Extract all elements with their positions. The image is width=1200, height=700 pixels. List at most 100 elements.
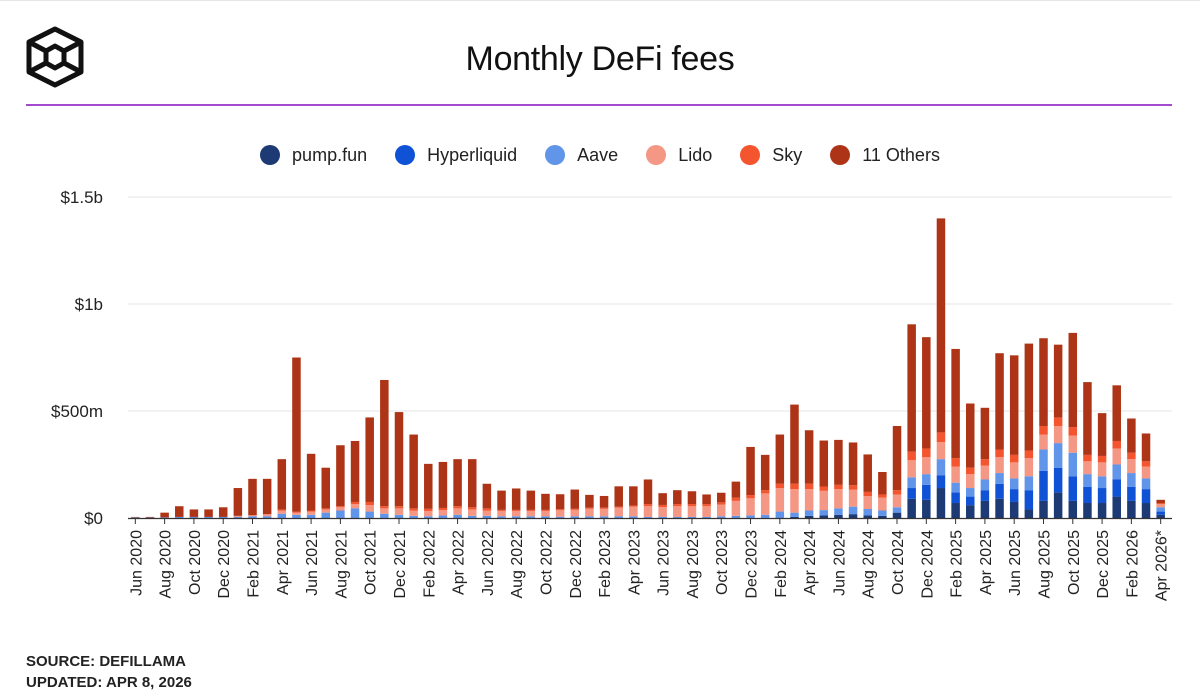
bar-11-others	[292, 357, 301, 512]
bar-11-others	[467, 459, 477, 508]
bar-sky	[1039, 425, 1048, 435]
bar-lido	[1068, 435, 1078, 453]
bar-lido	[306, 511, 316, 515]
bar-sky	[306, 510, 316, 512]
bar-pump-fun	[1097, 503, 1107, 518]
bar-aave	[570, 516, 580, 518]
bar-lido	[980, 465, 990, 480]
x-tick-label: Aug 2024	[861, 530, 878, 599]
bar-lido	[321, 509, 330, 513]
bar-sky	[380, 506, 389, 509]
bar-11-others	[394, 412, 404, 507]
x-tick-label: Dec 2021	[392, 530, 409, 599]
x-tick-label: Aug 2025	[1036, 530, 1053, 599]
legend-item-pump-fun[interactable]: pump.fun	[260, 145, 367, 166]
bar-lido	[775, 488, 785, 512]
bar-lido	[995, 457, 1004, 474]
bar-hyperliquid	[995, 483, 1004, 499]
bar-aave	[1097, 476, 1107, 489]
bar-hyperliquid	[1068, 476, 1078, 501]
legend-swatch	[830, 145, 851, 165]
bar-sky	[292, 511, 301, 513]
bar-lido	[248, 515, 257, 517]
bar-aave	[262, 516, 272, 518]
bar-aave	[658, 516, 667, 518]
bar-11-others	[731, 481, 741, 498]
bar-sky	[687, 504, 697, 507]
bar-lido	[1024, 458, 1034, 477]
bar-sky	[804, 483, 814, 490]
bar-11-others	[541, 493, 550, 510]
bar-sky	[409, 508, 418, 511]
bar-11-others	[848, 442, 858, 486]
legend-item-hyperliquid[interactable]: Hyperliquid	[395, 145, 517, 166]
bar-aave	[995, 473, 1004, 484]
bar-lido	[687, 506, 697, 517]
legend-item-sky[interactable]: Sky	[740, 145, 802, 166]
legend-swatch	[545, 145, 566, 165]
bar-11-others	[526, 490, 536, 510]
bar-11-others	[1068, 332, 1078, 428]
bar-lido	[731, 500, 741, 516]
bar-pump-fun	[892, 512, 902, 518]
bar-hyperliquid	[1127, 486, 1136, 501]
legend-swatch	[395, 145, 416, 165]
bar-sky	[716, 502, 726, 505]
bar-11-others	[995, 353, 1004, 450]
x-tick-label: Feb 2022	[421, 530, 438, 598]
legend-item-aave[interactable]: Aave	[545, 145, 618, 166]
bar-lido	[614, 507, 623, 517]
bar-sky	[1053, 417, 1063, 426]
bar-11-others	[1009, 355, 1019, 455]
bar-11-others	[380, 379, 389, 507]
updated-label: UPDATED: APR 8, 2026	[26, 674, 192, 691]
x-tick-label: Jun 2022	[480, 530, 497, 596]
bar-11-others	[658, 493, 667, 505]
bar-lido	[804, 489, 814, 511]
bar-sky	[1024, 450, 1034, 459]
bar-11-others	[834, 439, 843, 485]
bar-lido	[716, 504, 726, 517]
bar-sky	[614, 506, 623, 508]
bar-lido	[497, 510, 506, 517]
bar-lido	[292, 512, 301, 515]
bar-aave	[365, 511, 374, 518]
bar-lido	[570, 509, 580, 517]
bar-11-others	[907, 324, 916, 452]
bar-11-others	[687, 491, 697, 505]
bar-11-others	[321, 467, 330, 509]
bar-hyperliquid	[1112, 479, 1121, 497]
bar-11-others	[1141, 433, 1151, 462]
bar-sky	[790, 483, 799, 490]
bar-aave	[350, 508, 360, 518]
bar-sky	[541, 509, 550, 511]
bar-aave	[218, 516, 228, 518]
legend-item-11-others[interactable]: 11 Others	[830, 145, 940, 166]
bar-11-others	[1083, 382, 1092, 455]
bar-lido	[760, 493, 770, 515]
bar-sky	[526, 509, 536, 511]
bar-sky	[966, 467, 975, 475]
bar-sky	[907, 451, 916, 461]
bar-11-others	[1039, 338, 1048, 426]
bar-sky	[1112, 440, 1121, 449]
bar-11-others	[936, 218, 946, 433]
bar-11-others	[585, 494, 594, 508]
bar-lido	[922, 457, 931, 475]
bar-pump-fun	[790, 516, 799, 518]
bar-hyperliquid	[1039, 470, 1048, 501]
bar-sky	[951, 458, 960, 467]
bar-sky	[1097, 455, 1107, 463]
bar-sky	[980, 459, 990, 466]
legend-item-lido[interactable]: Lido	[646, 145, 712, 166]
bar-pump-fun	[1127, 500, 1136, 518]
bar-lido	[365, 505, 374, 512]
bar-11-others	[277, 459, 287, 510]
bar-sky	[321, 508, 330, 510]
bar-11-others	[599, 495, 609, 508]
bar-11-others	[790, 404, 799, 484]
bar-aave	[438, 515, 448, 518]
x-tick-label: Feb 2026	[1124, 530, 1141, 598]
x-tick-label: Apr 2024	[802, 530, 819, 595]
bar-11-others	[424, 463, 433, 509]
